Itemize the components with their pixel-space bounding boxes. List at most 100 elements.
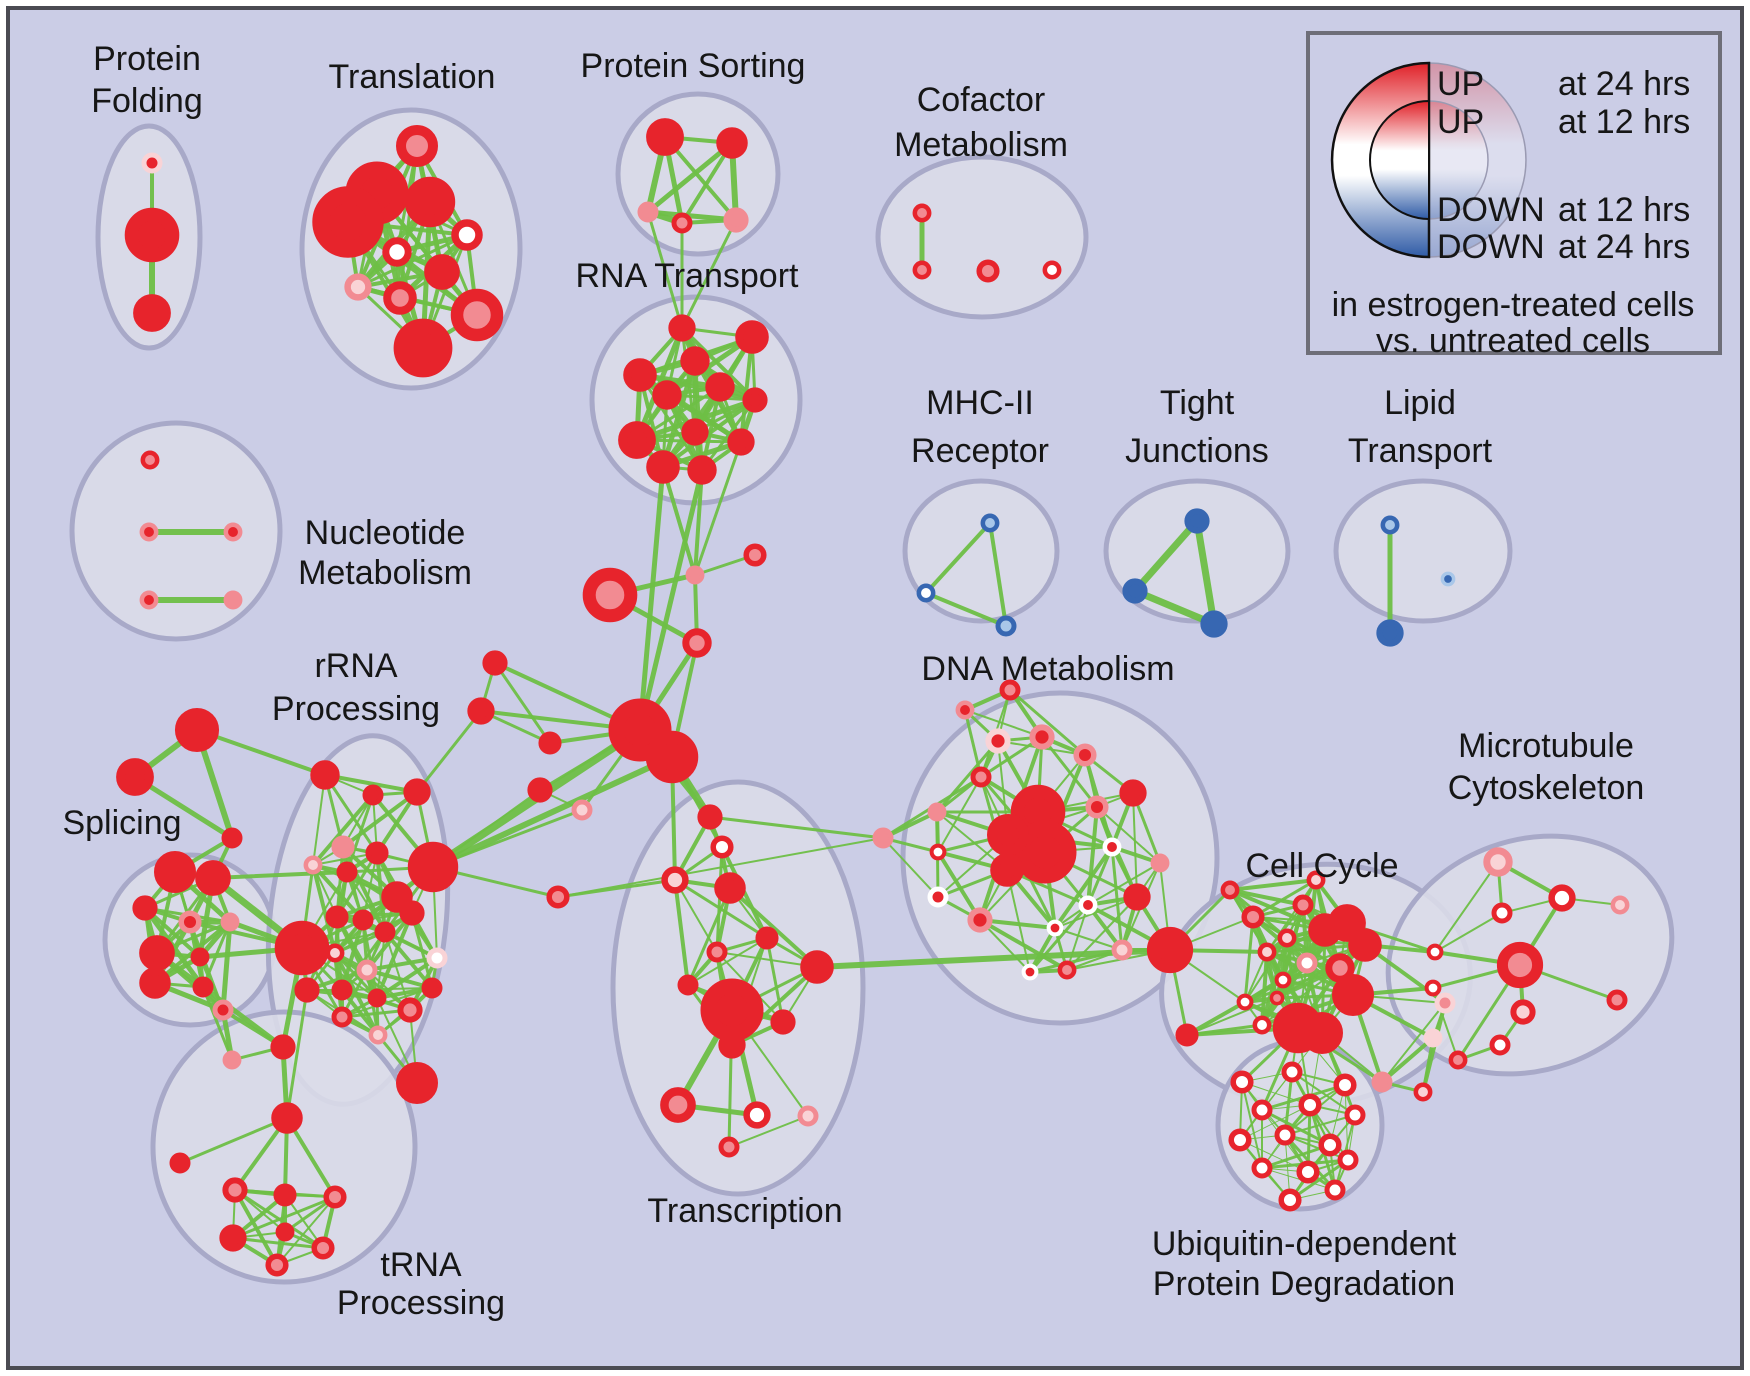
network-edge xyxy=(646,210,684,330)
network-node xyxy=(1489,1034,1511,1056)
network-edge xyxy=(1087,862,1161,906)
network-node xyxy=(646,450,680,484)
network-edge xyxy=(1239,1139,1309,1173)
network-node xyxy=(980,513,1000,533)
network-node xyxy=(700,978,764,1042)
network-node xyxy=(1274,971,1292,989)
network-node xyxy=(275,1222,295,1242)
network-edge xyxy=(1228,888,1327,932)
cluster-ellipse-mhc-ii xyxy=(902,478,1060,624)
network-edge xyxy=(1028,926,1057,974)
network-node xyxy=(312,186,384,258)
network-node xyxy=(362,784,384,806)
network-node xyxy=(169,1152,191,1174)
network-node xyxy=(1228,1128,1252,1152)
legend-direction: UP xyxy=(1437,103,1484,141)
network-edge xyxy=(341,790,419,849)
label-lipid-transport: Lipid xyxy=(1384,384,1456,422)
network-node xyxy=(1371,1071,1393,1093)
network-node xyxy=(367,988,387,1008)
network-node xyxy=(1230,1070,1254,1094)
network-edge xyxy=(1028,903,1090,974)
network-edge xyxy=(493,661,552,745)
network-node xyxy=(677,974,699,996)
network-node xyxy=(1220,880,1240,900)
network-node xyxy=(1332,974,1374,1016)
network-node xyxy=(723,207,749,233)
network-node xyxy=(274,920,330,976)
network-node xyxy=(623,358,657,392)
network-edge xyxy=(765,936,785,1024)
network-node xyxy=(687,455,717,485)
network-node xyxy=(273,1183,297,1207)
network-edge xyxy=(882,837,939,898)
network-edge xyxy=(311,793,375,867)
network-node xyxy=(223,522,243,542)
label-cell-cycle: Cell Cycle xyxy=(1245,847,1398,885)
network-node xyxy=(192,976,214,998)
network-node xyxy=(1252,1015,1272,1035)
legend-timepoint: at 12 hrs xyxy=(1558,191,1690,229)
network-edge xyxy=(195,728,327,777)
network-edge xyxy=(323,773,379,855)
network-edge xyxy=(1008,688,1087,757)
network-node xyxy=(970,766,992,788)
network-node xyxy=(710,835,734,859)
legend-timepoint: at 24 hrs xyxy=(1558,228,1690,266)
network-node xyxy=(424,254,460,290)
network-edge xyxy=(1086,845,1114,907)
network-edge xyxy=(375,956,439,1000)
network-nodes xyxy=(116,118,1630,1277)
network-node xyxy=(1200,610,1228,638)
network-node xyxy=(990,853,1024,887)
network-node xyxy=(800,950,834,984)
network-node xyxy=(1029,724,1055,750)
label-translation: Translation xyxy=(329,58,496,96)
cluster-ellipse-lipid-transport xyxy=(1333,478,1513,624)
legend: UP at 24 hrs UP at 12 hrs DOWN at 12 hrs DOWN a… xyxy=(1306,31,1722,360)
network-edge xyxy=(1193,517,1218,628)
network-node xyxy=(223,590,243,610)
legend-direction: UP xyxy=(1437,65,1484,103)
network-node xyxy=(927,886,949,908)
network-node xyxy=(221,827,243,849)
network-node xyxy=(1102,837,1122,857)
network-node xyxy=(1057,960,1077,980)
legend-timepoint: at 12 hrs xyxy=(1558,103,1690,141)
network-node xyxy=(311,1236,335,1260)
network-node xyxy=(421,977,443,999)
network-node xyxy=(681,418,709,446)
network-edge xyxy=(638,373,757,402)
network-edge xyxy=(988,521,1008,628)
network-node xyxy=(1292,894,1314,916)
network-node xyxy=(1184,508,1210,534)
network-edge xyxy=(637,464,666,733)
network-edge xyxy=(728,1115,809,1148)
cluster-ellipse-cofactor xyxy=(875,154,1089,320)
network-node xyxy=(929,843,947,861)
network-node xyxy=(967,907,993,933)
network-edge xyxy=(924,521,992,595)
network-node xyxy=(1046,919,1064,937)
label-protein-folding: Folding xyxy=(91,82,203,120)
network-node xyxy=(467,697,495,725)
network-node xyxy=(714,872,746,904)
network-node xyxy=(1324,1179,1346,1201)
network-node xyxy=(797,1105,819,1127)
network-node xyxy=(916,583,936,603)
network-node xyxy=(1423,1028,1443,1048)
network-edge xyxy=(1260,1143,1332,1170)
network-edge xyxy=(638,373,704,472)
legend-timepoint: at 24 hrs xyxy=(1558,65,1690,103)
network-node xyxy=(403,778,431,806)
network-node xyxy=(139,967,171,999)
network-node xyxy=(1318,1133,1342,1157)
network-node xyxy=(743,543,767,567)
network-edge xyxy=(686,886,732,987)
network-edge xyxy=(1275,936,1289,1000)
network-node xyxy=(393,318,453,378)
network-node xyxy=(1042,260,1062,280)
network-node xyxy=(195,860,231,896)
network-node xyxy=(1119,779,1147,807)
network-edge xyxy=(1251,878,1318,919)
